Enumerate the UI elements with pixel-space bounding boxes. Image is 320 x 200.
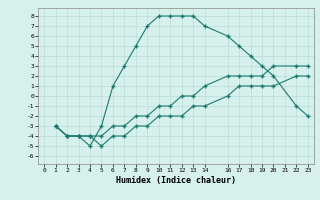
X-axis label: Humidex (Indice chaleur): Humidex (Indice chaleur) <box>116 176 236 185</box>
